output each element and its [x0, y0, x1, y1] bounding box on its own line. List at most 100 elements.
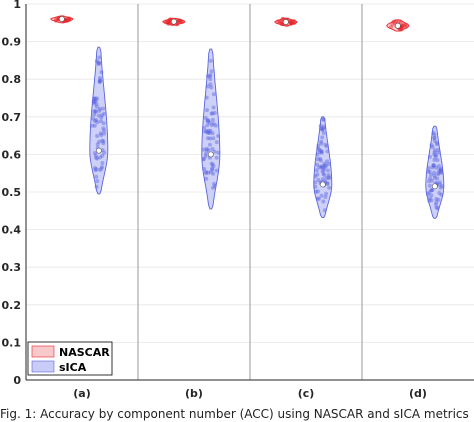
sica-point — [92, 118, 97, 123]
sica-point — [317, 165, 322, 170]
sica-point — [321, 199, 326, 204]
sica-point — [426, 166, 431, 170]
sica-median-marker — [95, 147, 102, 154]
sica-point — [438, 166, 443, 171]
sica-point — [319, 141, 324, 146]
sica-point — [97, 139, 102, 144]
sica-point — [427, 154, 432, 159]
sica-point — [427, 169, 432, 174]
sica-point — [434, 140, 439, 145]
sica-point — [204, 169, 208, 174]
sica-point — [437, 168, 442, 173]
sica-point — [324, 163, 329, 168]
sica-point — [205, 130, 210, 135]
sica-point — [320, 177, 325, 181]
sica-point — [431, 130, 436, 135]
nascar-point — [394, 19, 399, 24]
sica-point — [320, 135, 325, 140]
sica-point — [436, 150, 441, 155]
sica-point — [438, 185, 443, 190]
nascar-point — [53, 18, 58, 23]
nascar-point — [177, 18, 181, 22]
nascar-point — [292, 20, 297, 25]
sica-point — [432, 173, 437, 178]
nascar-point — [67, 17, 72, 22]
sica-point — [436, 197, 441, 202]
sica-point — [93, 168, 98, 173]
sica-point — [202, 125, 207, 130]
x-tick-label: (c) — [298, 387, 315, 400]
nascar-point — [291, 18, 296, 23]
nascar-point — [166, 19, 171, 24]
sica-point — [210, 117, 215, 122]
sica-point — [92, 151, 97, 155]
sica-point — [316, 178, 321, 182]
legend-swatch-sica — [31, 360, 55, 373]
sica-point — [102, 128, 107, 133]
sica-point — [434, 200, 439, 205]
sica-point — [216, 134, 221, 138]
nascar-point — [278, 20, 283, 25]
sica-point — [440, 184, 445, 189]
sica-point — [432, 132, 437, 137]
sica-point — [322, 165, 327, 170]
sica-point — [214, 168, 219, 173]
legend-label-nascar: NASCAR — [59, 346, 110, 359]
sica-point — [206, 147, 211, 152]
sica-point — [435, 147, 440, 152]
nascar-point — [288, 20, 293, 25]
sica-point — [322, 172, 327, 177]
sica-point — [208, 128, 213, 133]
sica-point — [93, 96, 98, 101]
y-tick-label: 0.4 — [2, 224, 22, 237]
sica-violin — [425, 125, 445, 219]
x-tick-label: (d) — [409, 387, 427, 400]
sica-point — [432, 175, 437, 180]
sica-point — [102, 131, 107, 136]
sica-point — [93, 153, 98, 158]
figure-caption: Fig. 1: Accuracy by component number (AC… — [0, 407, 469, 421]
sica-point — [212, 181, 217, 186]
sica-point — [429, 188, 434, 193]
sica-point — [93, 109, 98, 114]
sica-point — [98, 78, 103, 83]
nascar-median-marker — [282, 19, 289, 25]
nascar-point — [177, 19, 182, 24]
sica-point — [207, 120, 212, 125]
sica-point — [319, 139, 324, 144]
sica-point — [316, 143, 321, 148]
nascar-median-marker — [170, 18, 177, 25]
sica-point — [201, 157, 206, 162]
sica-point — [327, 185, 332, 190]
y-tick-label: 0.9 — [2, 36, 22, 49]
sica-point — [430, 145, 435, 150]
sica-point — [216, 150, 221, 155]
sica-point — [99, 133, 104, 138]
sica-point — [94, 167, 99, 172]
sica-point — [315, 162, 320, 167]
sica-point — [205, 136, 210, 141]
sica-point — [99, 166, 104, 171]
sica-point — [321, 124, 326, 129]
sica-point — [325, 181, 330, 186]
sica-point — [326, 173, 331, 177]
sica-violin — [89, 46, 109, 195]
sica-violin — [313, 116, 333, 219]
nascar-point — [276, 19, 281, 24]
sica-point — [439, 170, 444, 175]
sica-point — [207, 130, 212, 135]
nascar-point — [167, 20, 172, 25]
nascar-point — [280, 19, 284, 24]
y-tick-label: 0.2 — [2, 299, 22, 312]
sica-point — [208, 77, 213, 82]
sica-point — [208, 82, 213, 87]
nascar-point — [277, 19, 282, 24]
sica-point — [100, 138, 105, 143]
sica-point — [427, 196, 432, 201]
sica-point — [202, 166, 207, 171]
sica-point — [432, 152, 437, 157]
sica-point — [432, 138, 437, 143]
nascar-point — [67, 16, 72, 21]
nascar-point — [288, 20, 293, 25]
sica-point — [95, 179, 100, 184]
